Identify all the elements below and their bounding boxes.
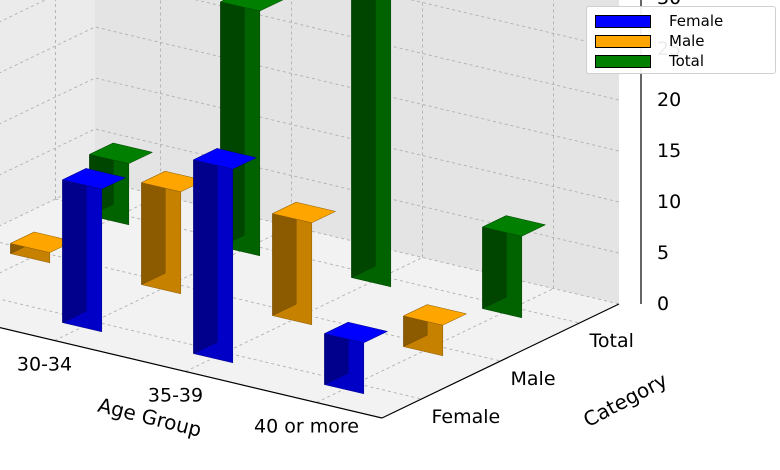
legend-swatch-male bbox=[595, 34, 651, 48]
bar-total-3 bbox=[481, 215, 547, 319]
legend-label-male: Male bbox=[669, 32, 705, 50]
bar-face-side bbox=[193, 148, 218, 354]
x-tick-label: 40 or more bbox=[254, 416, 359, 438]
legend-item-total: Total bbox=[595, 52, 704, 70]
z-tick-label: 30 bbox=[657, 0, 681, 9]
bar-female-3 bbox=[323, 321, 389, 395]
bar-face-top bbox=[192, 148, 258, 170]
legend: Female Male Total bbox=[586, 6, 776, 74]
legend-item-female: Female bbox=[595, 12, 723, 30]
legend-label-female: Female bbox=[669, 12, 724, 30]
bar-face-top bbox=[61, 168, 127, 190]
bar-male-1 bbox=[140, 170, 206, 295]
legend-swatch-total bbox=[595, 54, 651, 68]
z-tick-label: 15 bbox=[657, 140, 681, 162]
bar-face-side bbox=[141, 170, 166, 285]
bar-face-top bbox=[271, 201, 337, 224]
bar-face-side bbox=[351, 0, 376, 278]
z-tick-label: 0 bbox=[657, 293, 669, 315]
bar-female-1 bbox=[61, 168, 127, 333]
bar-female-2 bbox=[192, 148, 258, 364]
x-axis-line bbox=[0, 326, 383, 419]
bar-face-top bbox=[219, 0, 284, 12]
bar-face-top bbox=[323, 321, 389, 344]
bar-male-3 bbox=[402, 304, 468, 357]
x-tick-label: 35-39 bbox=[148, 385, 203, 407]
bar-face-top bbox=[481, 215, 547, 237]
y-tick-label: Female bbox=[432, 406, 501, 428]
bar-face-top bbox=[402, 304, 468, 326]
chart-bars bbox=[9, 0, 547, 395]
pane-back-left bbox=[0, 0, 95, 226]
y-tick-label: Male bbox=[511, 368, 556, 390]
bar-male-2 bbox=[271, 201, 337, 326]
y-axis-line bbox=[381, 303, 620, 419]
bar-face-top bbox=[88, 142, 154, 164]
bar-face-side bbox=[272, 201, 297, 316]
y-axis-label: Category bbox=[579, 368, 671, 432]
z-tick-label: 10 bbox=[657, 191, 681, 213]
bar-male-0 bbox=[9, 231, 75, 264]
y-tick-label: Total bbox=[589, 330, 634, 352]
x-tick-label: 30-34 bbox=[17, 354, 72, 376]
z-tick-label: 20 bbox=[657, 89, 681, 111]
legend-swatch-female bbox=[595, 14, 651, 28]
bar-face-side bbox=[62, 168, 87, 323]
legend-item-male: Male bbox=[595, 32, 705, 50]
z-tick-label: 5 bbox=[657, 242, 669, 264]
bar-total-2 bbox=[351, 0, 392, 288]
legend-label-total: Total bbox=[669, 52, 705, 70]
